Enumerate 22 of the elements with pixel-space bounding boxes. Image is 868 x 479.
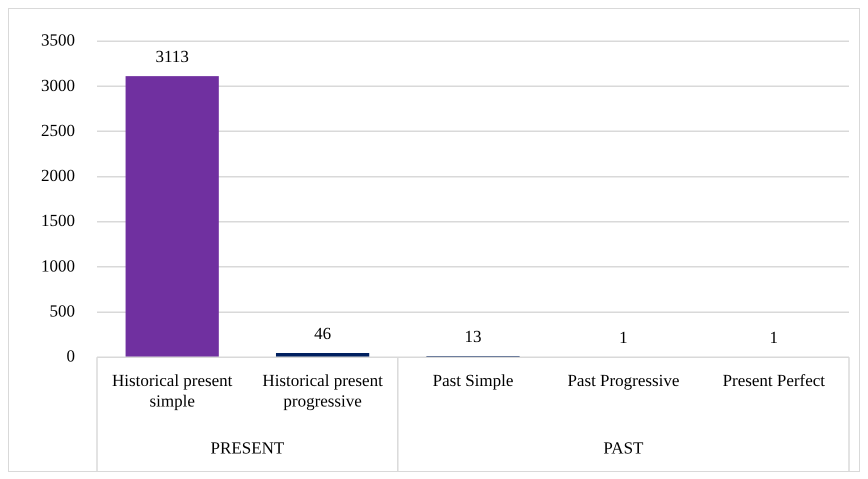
x-tick-label: Historical present simple <box>112 370 233 410</box>
data-label: 3113 <box>156 47 189 66</box>
y-tick-label: 3500 <box>41 30 75 50</box>
y-tick-label: 0 <box>66 346 75 366</box>
data-label: 1 <box>619 328 628 348</box>
y-tick-label: 1000 <box>41 256 75 276</box>
x-tick-label: Past Progressive <box>567 370 680 390</box>
y-tick-label: 1500 <box>41 211 75 230</box>
text: PRESENT <box>210 438 285 458</box>
bar <box>126 76 219 356</box>
y-tick-label: 500 <box>50 302 75 321</box>
y-tick-label: 2500 <box>41 120 75 140</box>
x-tick-label: Present Perfect <box>722 370 826 390</box>
x-tick-label: Historical present progressive <box>262 370 384 410</box>
data-label: 46 <box>314 324 332 344</box>
data-label: 1 <box>770 328 778 348</box>
y-tick-label: 3000 <box>41 76 75 95</box>
y-tick-label: 2000 <box>41 166 75 186</box>
bar <box>276 353 370 356</box>
text: PAST <box>603 438 644 458</box>
data-label: 13 <box>464 326 482 346</box>
x-tick-label: Past Simple <box>432 370 514 390</box>
